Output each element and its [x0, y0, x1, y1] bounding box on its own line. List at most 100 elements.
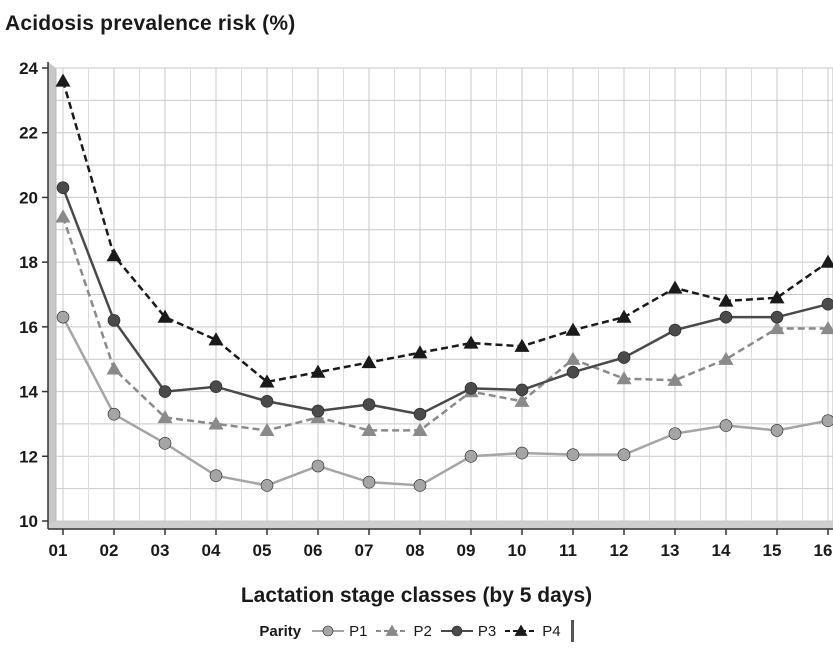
data-point-p1: [209, 469, 223, 483]
data-point-p2: [106, 361, 122, 375]
data-point-p1: [821, 414, 833, 427]
x-axis-label: Lactation stage classes (by 5 days): [240, 584, 593, 607]
data-point-p1: [56, 310, 70, 324]
data-point-p4: [463, 335, 479, 349]
x-tick-label: 10: [508, 541, 527, 560]
x-tick-label: 12: [610, 541, 629, 560]
legend-label: P1: [349, 622, 368, 640]
data-point-p4: [667, 280, 683, 294]
data-point-p3: [617, 351, 631, 364]
series-group: [55, 73, 833, 492]
y-tick-label: 20: [19, 188, 38, 207]
y-axis: 10 12 14 16 18 20 22 24: [19, 59, 49, 531]
y-tick-label: 22: [19, 124, 38, 143]
data-point-p4: [259, 374, 275, 388]
chart-title: Acidosis prevalence risk (%): [5, 12, 296, 35]
data-point-p2: [820, 320, 833, 335]
data-point-p4: [361, 354, 377, 369]
x-tick-label: 09: [457, 541, 476, 560]
data-point-p1: [464, 449, 478, 463]
legend-swatch-marker: [514, 624, 528, 636]
y-tick-label: 24: [19, 59, 38, 78]
legend-entry-p2: P2: [375, 622, 432, 640]
y-tick-label: 16: [19, 318, 38, 337]
data-point-p2: [718, 351, 734, 365]
series-line-p2: [61, 216, 828, 432]
legend-swatch-marker: [451, 625, 463, 637]
data-point-p1: [362, 475, 376, 489]
legend-entry-p1: P1: [311, 623, 367, 640]
legend-swatch: [376, 624, 409, 636]
legend-swatch: [505, 624, 538, 636]
series-p4: [55, 73, 833, 388]
data-point-p1: [413, 479, 427, 492]
series-p1: [56, 310, 833, 492]
data-point-p4: [718, 293, 734, 307]
data-point-p2: [667, 372, 683, 386]
x-tick-label: 14: [712, 541, 731, 560]
data-point-p4: [565, 322, 581, 336]
data-point-p2: [157, 409, 173, 424]
data-point-p3: [260, 394, 274, 408]
data-point-p2: [55, 209, 71, 223]
data-point-p4: [55, 73, 71, 87]
data-point-p3: [566, 365, 580, 379]
data-point-p2: [769, 320, 785, 335]
legend-title: Parity: [259, 622, 302, 640]
data-point-p2: [514, 393, 530, 407]
data-point-p1: [719, 419, 733, 432]
legend: Parity P1 P2 P3 P4: [0, 620, 833, 642]
data-point-p4: [514, 338, 530, 352]
legend-entry-p3: P3: [440, 623, 496, 640]
data-point-p1: [566, 448, 580, 461]
legend-entry-p4: P4: [504, 623, 561, 640]
data-point-p3: [413, 407, 427, 421]
data-point-p4: [208, 332, 224, 346]
x-tick-label: 04: [202, 541, 221, 560]
legend-label: P2: [413, 622, 432, 640]
x-tick-label: 06: [304, 541, 323, 560]
data-point-p2: [412, 422, 428, 437]
data-point-p3: [362, 398, 376, 411]
series-p3: [56, 181, 833, 421]
data-point-p4: [157, 309, 173, 323]
data-point-p4: [769, 290, 785, 304]
data-point-p2: [259, 422, 275, 437]
data-point-p2: [565, 351, 581, 365]
data-point-p3: [770, 310, 784, 324]
data-point-p2: [361, 422, 377, 437]
data-point-p4: [106, 248, 122, 262]
data-point-p4: [616, 309, 632, 323]
data-point-p1: [617, 448, 631, 461]
series-line-p4: [61, 80, 829, 384]
data-point-p3: [56, 181, 70, 195]
data-point-p3: [209, 380, 223, 394]
data-point-p3: [311, 404, 325, 418]
y-tick-label: 10: [19, 512, 38, 531]
plot-left-wall: [48, 62, 56, 525]
series-line-p3: [61, 187, 829, 416]
y-tick-label: 18: [19, 253, 38, 272]
plot-floor: [48, 521, 833, 529]
data-point-p4: [310, 364, 326, 378]
data-point-p3: [158, 385, 172, 398]
data-point-p1: [770, 424, 784, 437]
data-point-p1: [260, 479, 274, 492]
legend-swatch: [440, 625, 473, 637]
data-point-p3: [719, 310, 733, 324]
data-point-p2: [208, 416, 224, 430]
x-axis: 01 02 03 04 05 06 07 08 09 10 11 12 13 14 15 16: [48, 528, 833, 560]
x-tick-label: 05: [253, 541, 272, 560]
legend-label: P3: [477, 622, 497, 640]
data-point-p1: [107, 407, 121, 421]
y-tick-label: 14: [19, 383, 38, 402]
line-chart: 10 12 14 16 18 20 22 24 01 02 03 04 05 06 07 08 09 10 11 1…: [19, 59, 833, 560]
data-point-p1: [311, 459, 325, 473]
legend-swatch-marker: [385, 624, 399, 636]
legend-end-bar: [570, 620, 574, 642]
x-tick-label: 16: [814, 541, 833, 560]
x-tick-label: 07: [355, 541, 374, 560]
x-tick-label: 01: [49, 541, 68, 560]
x-tick-label: 13: [661, 541, 680, 560]
x-tick-label: 15: [763, 541, 782, 560]
